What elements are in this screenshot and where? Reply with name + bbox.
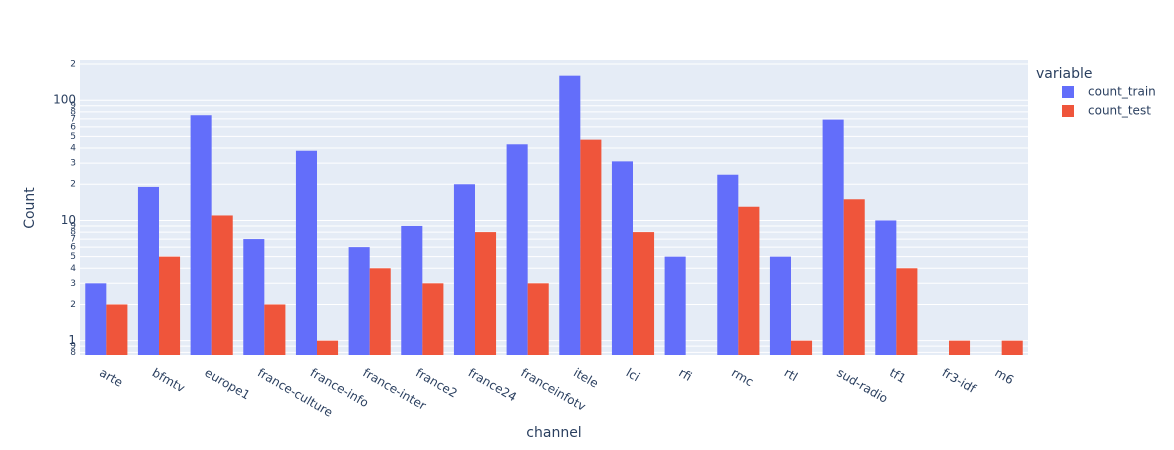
y-tick-label: 6 [70, 122, 76, 132]
bar [475, 232, 497, 355]
bar [317, 340, 339, 355]
bar [611, 161, 633, 355]
y-tick-label: 8 [70, 107, 76, 117]
x-tick-label: fr3-idf [940, 366, 979, 397]
y-tick-label: 9 [70, 221, 76, 231]
x-tick-label: bfmtv [150, 366, 188, 396]
bar [559, 75, 581, 355]
legend-label: count_train [1088, 85, 1156, 99]
bar [85, 283, 107, 355]
y-tick-label: 5 [70, 252, 76, 262]
bar [137, 186, 159, 355]
y-tick-label: 8 [70, 228, 76, 238]
bar [822, 119, 844, 356]
y-tick-label: 3 [70, 159, 76, 169]
bar [769, 256, 791, 355]
y-tick-label: 1 [68, 333, 76, 347]
legend-label: count_test [1088, 104, 1151, 118]
y-tick-label: 100 [53, 93, 76, 107]
bar [791, 340, 813, 355]
y-tick-label: 7 [70, 114, 76, 124]
bar [190, 115, 212, 355]
x-tick-label: itele [571, 366, 601, 391]
x-tick-label: rtl [782, 366, 800, 385]
bar [896, 268, 918, 355]
bar [1001, 340, 1023, 355]
legend-swatch [1062, 86, 1074, 98]
bar [243, 239, 265, 355]
x-tick-label: lci [624, 366, 642, 385]
plot-area [80, 60, 1028, 355]
y-tick-label: 3 [70, 279, 76, 289]
x-tick-label: rfi [676, 366, 694, 384]
y-tick-label: 2 [70, 300, 76, 310]
bar [211, 215, 233, 355]
bar [295, 150, 317, 355]
x-tick-label: sud-radio [834, 366, 890, 406]
x-tick-label: arte [97, 366, 125, 390]
y-tick-label: 2 [70, 180, 76, 190]
y-tick-label: 9 [70, 342, 76, 352]
x-tick-label: m6 [992, 366, 1016, 388]
bar [422, 283, 444, 355]
bar [717, 174, 739, 355]
bar [401, 225, 423, 355]
bar [875, 220, 897, 355]
bar [843, 199, 865, 355]
y-tick-label: 4 [70, 144, 76, 154]
y-tick-label: 6 [70, 243, 76, 253]
y-tick-label: 7 [70, 235, 76, 245]
bar [159, 256, 181, 355]
bar [348, 247, 370, 355]
y-tick-label: 9 [70, 101, 76, 111]
bar [264, 304, 286, 355]
y-tick-label: 5 [70, 132, 76, 142]
y-axis-title: Count [22, 187, 38, 229]
y-tick-label: 4 [70, 264, 76, 274]
y-tick-label: 10 [61, 213, 76, 227]
bar [664, 256, 686, 355]
bar [506, 144, 528, 355]
bar [527, 283, 549, 355]
bar [453, 184, 475, 355]
bar [738, 206, 760, 355]
x-tick-label: rmc [729, 366, 756, 390]
bar [633, 232, 655, 355]
legend-swatch [1062, 105, 1074, 117]
x-axis-title: channel [526, 425, 581, 441]
x-tick-label: europe1 [202, 366, 252, 403]
bar [580, 139, 602, 355]
grid [80, 63, 1028, 353]
x-tick-label: france24 [466, 366, 519, 405]
bar [106, 304, 128, 355]
bar [369, 268, 391, 355]
legend-title: variable [1036, 66, 1092, 82]
bar [949, 340, 971, 355]
y-tick-label: 2 [70, 60, 76, 70]
y-tick-label: 8 [70, 348, 76, 358]
x-tick-label: tf1 [887, 366, 908, 386]
